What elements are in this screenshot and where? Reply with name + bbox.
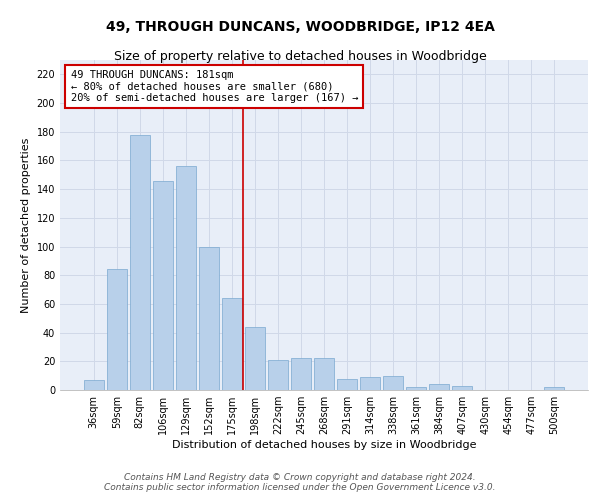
Bar bbox=[107, 270, 127, 390]
Bar bbox=[360, 377, 380, 390]
Bar bbox=[153, 180, 173, 390]
Bar bbox=[291, 358, 311, 390]
Bar bbox=[130, 134, 149, 390]
Text: Size of property relative to detached houses in Woodbridge: Size of property relative to detached ho… bbox=[113, 50, 487, 63]
Bar bbox=[337, 378, 357, 390]
Y-axis label: Number of detached properties: Number of detached properties bbox=[21, 138, 31, 312]
Bar bbox=[268, 360, 288, 390]
Bar bbox=[452, 386, 472, 390]
Text: 49, THROUGH DUNCANS, WOODBRIDGE, IP12 4EA: 49, THROUGH DUNCANS, WOODBRIDGE, IP12 4E… bbox=[106, 20, 494, 34]
Bar bbox=[222, 298, 242, 390]
Bar bbox=[383, 376, 403, 390]
Text: 49 THROUGH DUNCANS: 181sqm
← 80% of detached houses are smaller (680)
20% of sem: 49 THROUGH DUNCANS: 181sqm ← 80% of deta… bbox=[71, 70, 358, 103]
Bar bbox=[84, 380, 104, 390]
Text: Contains HM Land Registry data © Crown copyright and database right 2024.
Contai: Contains HM Land Registry data © Crown c… bbox=[104, 472, 496, 492]
Bar bbox=[406, 387, 426, 390]
Bar bbox=[314, 358, 334, 390]
Bar bbox=[245, 327, 265, 390]
Bar bbox=[199, 246, 218, 390]
Bar bbox=[176, 166, 196, 390]
Bar bbox=[430, 384, 449, 390]
Bar bbox=[544, 387, 564, 390]
X-axis label: Distribution of detached houses by size in Woodbridge: Distribution of detached houses by size … bbox=[172, 440, 476, 450]
